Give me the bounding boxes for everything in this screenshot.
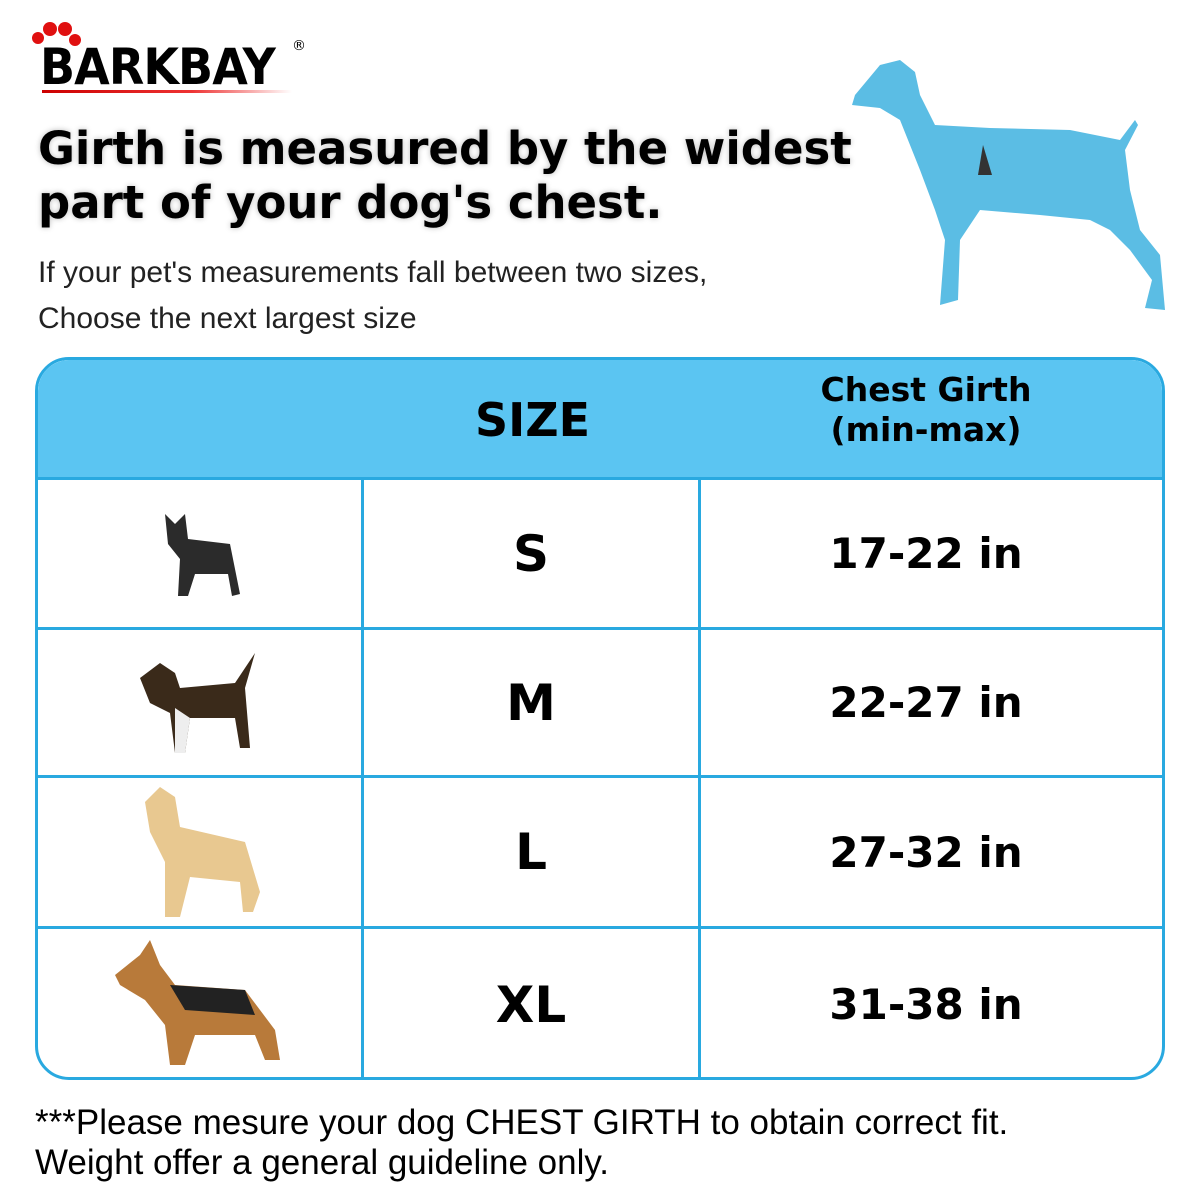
header-chest-girth: Chest Girth (min-max): [701, 370, 1151, 450]
logo-underline: [42, 90, 292, 93]
logo-text: BARKBAY: [40, 38, 276, 96]
size-cell: M: [364, 630, 701, 775]
footer-line-1: ***Please mesure your dog CHEST GIRTH to…: [35, 1103, 1009, 1142]
header-girth-range: (min-max): [830, 410, 1022, 449]
girth-marker-icon: [978, 145, 992, 175]
girth-cell: 17-22 in: [829, 529, 1023, 578]
barkbay-logo: BARKBAY ®: [30, 20, 320, 100]
header-size: SIZE: [474, 393, 591, 447]
size-advice-line-2: Choose the next largest size: [38, 302, 417, 335]
table-row: M 22-27 in: [38, 630, 1162, 778]
headline-line-2: part of your dog's chest.: [38, 176, 663, 229]
table-row: S 17-22 in: [38, 480, 1162, 630]
header-girth-label: Chest Girth: [820, 370, 1032, 409]
table-row: L 27-32 in: [38, 778, 1162, 929]
size-cell: L: [364, 778, 701, 926]
table-header: SIZE Chest Girth (min-max): [38, 360, 1162, 480]
size-chart-table: SIZE Chest Girth (min-max) S 17-22 in M …: [35, 357, 1165, 1080]
girth-cell: 22-27 in: [829, 678, 1023, 727]
beagle-image: [38, 630, 364, 775]
headline-line-1: Girth is measured by the widest: [38, 122, 852, 175]
french-bulldog-image: [38, 480, 364, 627]
size-cell: XL: [364, 929, 701, 1077]
girth-cell: 27-32 in: [829, 827, 1023, 877]
headline: Girth is measured by the widest part of …: [38, 122, 852, 230]
german-shepherd-image: [38, 929, 364, 1077]
registered-mark: ®: [292, 38, 306, 54]
footer-note: ***Please mesure your dog CHEST GIRTH to…: [35, 1103, 1008, 1183]
girth-cell: 31-38 in: [829, 980, 1023, 1029]
golden-retriever-image: [38, 778, 364, 926]
size-advice: If your pet's measurements fall between …: [38, 250, 707, 342]
paw-icon: [32, 22, 81, 46]
table-row: XL 31-38 in: [38, 929, 1162, 1077]
footer-line-2: Weight offer a general guideline only.: [35, 1143, 609, 1182]
dog-measurement-illustration: [852, 60, 1165, 310]
size-cell: S: [364, 480, 701, 627]
size-advice-line-1: If your pet's measurements fall between …: [38, 256, 708, 289]
